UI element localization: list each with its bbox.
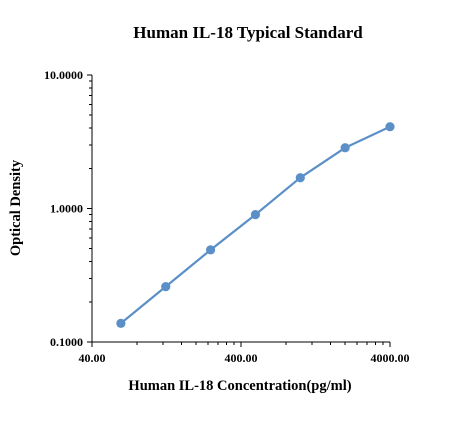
data-point	[340, 143, 350, 153]
data-point	[161, 282, 171, 292]
y-axis-label: Optical Density	[8, 159, 24, 256]
data-point	[385, 122, 395, 132]
data-point	[295, 173, 305, 183]
data-point	[250, 210, 261, 220]
data-point	[116, 318, 126, 328]
y-tick-label: 1.0000	[50, 202, 83, 216]
series	[116, 122, 395, 328]
series-line	[119, 125, 392, 325]
chart-title: Human IL-18 Typical Standard	[133, 23, 363, 42]
y-tick-label: 0.1000	[50, 335, 83, 349]
x-axis-ticks: 40.00 400.00 4000.00	[79, 342, 410, 365]
x-tick-label: 40.00	[79, 351, 106, 365]
x-axis-label: Human IL-18 Concentration(pg/ml)	[128, 378, 351, 394]
y-tick-label: 10.0000	[44, 68, 83, 82]
y-axis-ticks: 0.1000 1.0000 10.0000	[44, 68, 92, 349]
x-tick-label: 400.00	[225, 351, 258, 365]
data-point	[205, 245, 216, 255]
x-tick-label: 4000.00	[371, 351, 410, 365]
